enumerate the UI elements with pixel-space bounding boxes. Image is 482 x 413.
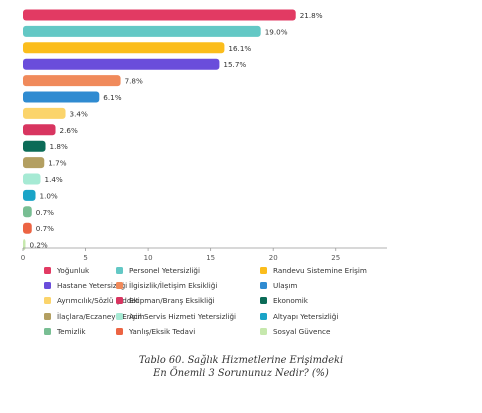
legend-swatch bbox=[260, 312, 267, 320]
bar-value-label-9: 1.8% bbox=[50, 142, 68, 151]
legend-item-9: Ekonomik bbox=[260, 296, 308, 305]
bar-1 bbox=[23, 9, 296, 21]
legend-label: Ulaşım bbox=[273, 281, 298, 291]
bar-value-label-7: 3.4% bbox=[70, 109, 88, 118]
legend-label: Ekonomik bbox=[273, 296, 308, 306]
bar-2 bbox=[23, 25, 261, 37]
legend-swatch bbox=[116, 267, 123, 274]
legend-item-12: Altyapı Yetersizliği bbox=[260, 312, 338, 321]
bar-value-label-13: 0.7% bbox=[36, 208, 54, 217]
bar-value-label-15: 0.2% bbox=[30, 241, 48, 250]
bar-13 bbox=[23, 206, 32, 218]
bar-12 bbox=[23, 189, 36, 201]
bar-value-label-8: 2.6% bbox=[60, 126, 78, 135]
chart-caption-line-1: Tablo 60. Sağlık Hizmetlerine Erişimdeki bbox=[138, 355, 344, 366]
legend-label: İlaçlara/Eczaneye Erişim bbox=[57, 311, 145, 321]
x-tick-label-20: 20 bbox=[269, 254, 278, 262]
legend-swatch bbox=[44, 297, 51, 305]
bar-value-label-5: 7.8% bbox=[125, 77, 143, 86]
bar-value-label-2: 19.0% bbox=[265, 27, 288, 36]
bar-4 bbox=[23, 58, 220, 70]
legend-swatch bbox=[116, 282, 123, 290]
legend-swatch bbox=[260, 267, 267, 274]
bar-6 bbox=[23, 91, 100, 103]
legend-item-2: Personel Yetersizliği bbox=[116, 266, 200, 275]
legend-label: Ayrımcılık/Sözlü Şiddet bbox=[57, 296, 139, 306]
bar-11 bbox=[23, 173, 41, 185]
bar-value-label-6: 6.1% bbox=[103, 93, 121, 102]
legend-item-13: Temizlik bbox=[44, 327, 86, 336]
legend-swatch bbox=[116, 327, 123, 335]
legend-item-15: Sosyal Güvence bbox=[260, 327, 330, 336]
legend-item-10: İlaçlara/Eczaneye Erişim bbox=[44, 312, 145, 321]
legend-label: Ekipman/Branş Eksikliği bbox=[129, 296, 215, 306]
legend-label: Acil Servis Hizmeti Yetersizliği bbox=[129, 311, 237, 321]
bar-value-label-1: 21.8% bbox=[300, 11, 323, 20]
x-tick-label-15: 15 bbox=[206, 254, 215, 262]
bar-value-label-11: 1.4% bbox=[45, 175, 63, 184]
legend-item-1: Yoğunluk bbox=[44, 266, 89, 275]
legend-item-11: Acil Servis Hizmeti Yetersizliği bbox=[116, 312, 236, 321]
legend-label: Sosyal Güvence bbox=[273, 326, 331, 336]
bar-10 bbox=[23, 157, 45, 169]
bar-chart: 21.8% 19.0% 16.1% 15.7% 7.8% 6.1% 3.4% 2.6% 1.8%… bbox=[21, 9, 387, 262]
legend-swatch bbox=[260, 297, 267, 305]
legend-label: Yanlış/Eksik Tedavi bbox=[129, 326, 196, 336]
legend-label: Randevu Sistemine Erişim bbox=[273, 266, 367, 275]
bar-value-label-4: 15.7% bbox=[223, 60, 246, 69]
legend-item-6: Ulaşım bbox=[260, 281, 297, 290]
legend-item-7: Ayrımcılık/Sözlü Şiddet bbox=[44, 296, 139, 305]
legend-swatch bbox=[260, 282, 267, 290]
legend-item-5: İlgisizlik/İletişim Eksikliği bbox=[116, 281, 217, 290]
legend-swatch bbox=[116, 297, 123, 305]
legend-item-8: Ekipman/Branş Eksikliği bbox=[116, 296, 215, 305]
x-tick-label-0: 0 bbox=[21, 254, 25, 262]
legend-swatch bbox=[44, 312, 51, 320]
legend-item-4: Hastane Yetersizliği bbox=[44, 281, 127, 290]
legend-label: Temizlik bbox=[57, 326, 86, 336]
x-tick-label-25: 25 bbox=[331, 254, 340, 262]
legend-label: Yoğunluk bbox=[57, 266, 90, 275]
legend-swatch bbox=[116, 312, 123, 320]
legend-item-14: Yanlış/Eksik Tedavi bbox=[116, 327, 195, 336]
bar-8 bbox=[23, 124, 56, 136]
legend-swatch bbox=[44, 267, 51, 274]
x-tick-label-5: 5 bbox=[83, 254, 87, 262]
bar-15 bbox=[23, 239, 26, 251]
bar-7 bbox=[23, 107, 66, 119]
bar-value-label-3: 16.1% bbox=[228, 44, 251, 53]
legend-label: Altyapı Yetersizliği bbox=[273, 311, 339, 321]
bar-value-label-12: 1.0% bbox=[40, 191, 58, 200]
bar-value-label-14: 0.7% bbox=[36, 224, 54, 233]
legend-item-3: Randevu Sistemine Erişim bbox=[260, 266, 367, 275]
bar-14 bbox=[23, 222, 32, 234]
legend-label: İlgisizlik/İletişim Eksikliği bbox=[129, 281, 218, 291]
legend-swatch bbox=[260, 327, 267, 335]
legend-label: Hastane Yetersizliği bbox=[57, 281, 128, 291]
bar-5 bbox=[23, 75, 121, 87]
bar-value-label-10: 1.7% bbox=[48, 159, 66, 168]
bar-3 bbox=[23, 42, 225, 54]
legend-swatch bbox=[44, 282, 51, 290]
legend-label: Personel Yetersizliği bbox=[129, 266, 200, 275]
legend-swatch bbox=[44, 327, 51, 335]
chart-caption-line-2: En Önemli 3 Sorununuz Nedir? (%) bbox=[153, 368, 329, 379]
bar-9 bbox=[23, 140, 46, 152]
x-tick-label-10: 10 bbox=[144, 254, 153, 262]
